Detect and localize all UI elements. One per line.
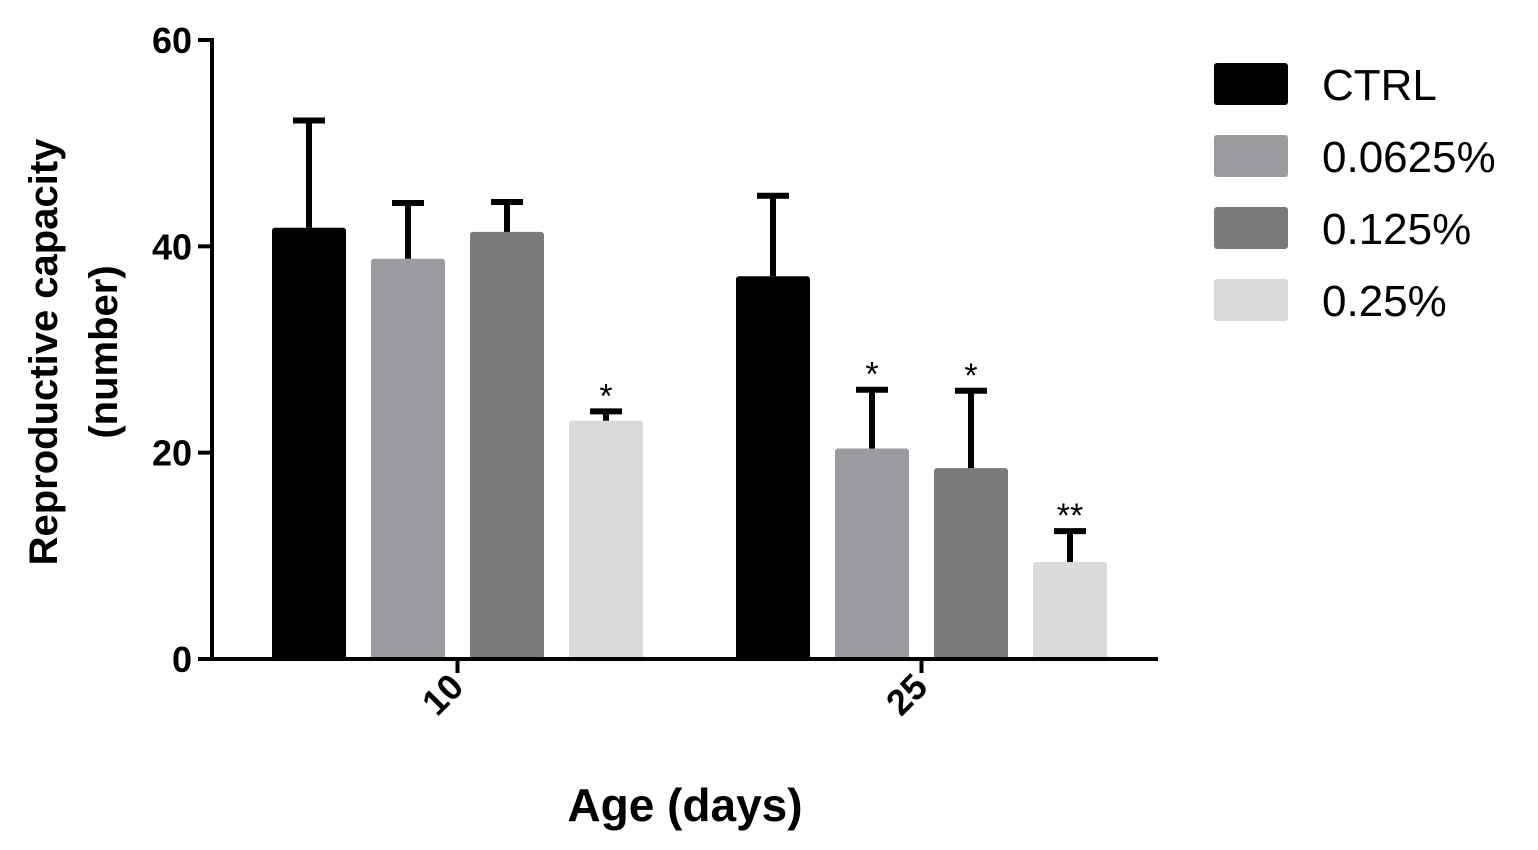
legend-swatch-0.0625% xyxy=(1214,135,1288,177)
bar-10-0.0625% xyxy=(371,258,445,659)
x-tick-label-25: 25 xyxy=(878,666,935,723)
y-tick-label-40: 40 xyxy=(152,226,192,267)
axes-group: 0 20 40 60 10 25 xyxy=(152,20,1158,723)
legend-swatch-CTRL xyxy=(1214,63,1288,105)
legend-label-0.25%: 0.25% xyxy=(1322,277,1447,326)
bar-25-0.25% xyxy=(1033,562,1107,659)
error-bars-group xyxy=(293,117,1086,563)
legend-swatch-0.125% xyxy=(1214,207,1288,249)
y-tick-label-0: 0 xyxy=(172,639,192,680)
y-axis-title-line2: (number) xyxy=(82,265,126,438)
y-axis-title-line1: Reproductive capacity xyxy=(22,138,66,566)
y-tick-label-20: 20 xyxy=(152,433,192,474)
significance-10-0.25%: * xyxy=(599,377,612,415)
bar-10-0.25% xyxy=(569,420,643,659)
legend-swatch-0.25% xyxy=(1214,279,1288,321)
significance-25-0.125%: * xyxy=(964,357,977,395)
bar-10-CTRL xyxy=(272,227,346,659)
annotations-group: ** *** xyxy=(599,356,1083,535)
bars-group xyxy=(272,227,1107,659)
significance-25-0.25%: ** xyxy=(1057,497,1083,535)
bar-25-0.125% xyxy=(934,468,1008,659)
bar-25-CTRL xyxy=(736,276,810,659)
legend-label-0.125%: 0.125% xyxy=(1322,205,1471,254)
legend-label-CTRL: CTRL xyxy=(1322,61,1437,110)
bar-25-0.0625% xyxy=(835,448,909,659)
x-tick-label-10: 10 xyxy=(414,666,471,723)
y-tick-label-60: 60 xyxy=(152,20,192,61)
bar-10-0.125% xyxy=(470,231,544,659)
significance-25-0.0625%: * xyxy=(865,356,878,394)
legend: CTRL 0.0625% 0.125% 0.25% xyxy=(1214,61,1496,326)
x-axis-title: Age (days) xyxy=(567,779,802,831)
legend-label-0.0625%: 0.0625% xyxy=(1322,133,1496,182)
